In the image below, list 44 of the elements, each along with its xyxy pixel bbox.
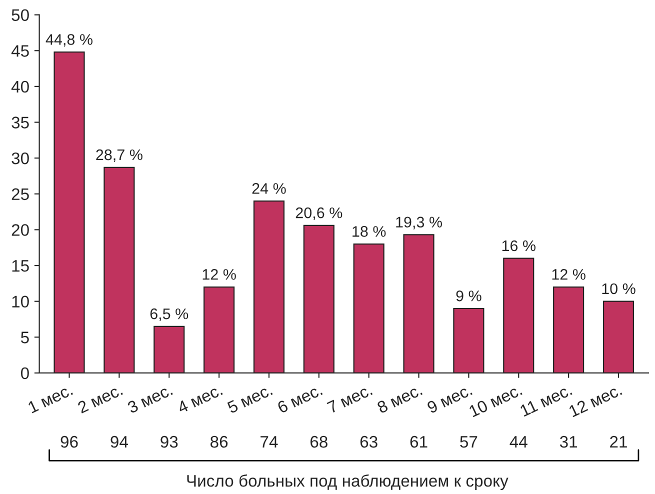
text: 21 bbox=[610, 436, 627, 448]
text: 93 bbox=[160, 436, 178, 448]
data-label: 18 % bbox=[352, 226, 386, 237]
x-tick-label: 2 мес. bbox=[77, 384, 123, 414]
data-label: 9 % bbox=[456, 290, 482, 302]
y-tick-label: 10 bbox=[12, 296, 29, 308]
x-tick-label: 4 мес. bbox=[176, 384, 223, 414]
y-tick-label: 25 bbox=[12, 188, 29, 200]
y-tick-label: 0 bbox=[20, 367, 29, 380]
data-label: 19,3 % bbox=[396, 216, 442, 230]
data-label: 20,6 % bbox=[296, 207, 342, 220]
data-label: 12 % bbox=[552, 269, 586, 280]
y-tick-label: 40 bbox=[11, 80, 29, 93]
text: 96 bbox=[60, 436, 78, 448]
text: 44 bbox=[510, 436, 528, 448]
x-tick-label: 3 мес. bbox=[126, 384, 173, 414]
x-tick-label: 1 мес. bbox=[28, 384, 74, 414]
y-tick-label: 5 bbox=[20, 332, 29, 344]
text: 31 bbox=[560, 436, 578, 448]
x-tick-label: 6 мес. bbox=[276, 384, 323, 414]
x-tick-label: 5 мес. bbox=[226, 384, 273, 414]
data-label: 6,5 % bbox=[150, 308, 188, 322]
data-label: 12 % bbox=[202, 269, 236, 280]
x-tick-label: 8 мес. bbox=[376, 384, 423, 414]
y-tick-label: 45 bbox=[11, 45, 29, 57]
y-tick-label: 50 bbox=[12, 9, 29, 22]
data-label: 24 % bbox=[252, 183, 286, 194]
x-tick-label: 7 мес. bbox=[326, 384, 373, 414]
y-tick-label: 15 bbox=[12, 260, 29, 272]
data-label: 16 % bbox=[502, 240, 536, 252]
data-label: 10 % bbox=[602, 283, 636, 294]
y-tick-label: 20 bbox=[12, 224, 29, 236]
y-tick-label: 35 bbox=[12, 116, 29, 128]
text: 74 bbox=[260, 436, 278, 448]
data-label: 44,8 % bbox=[46, 34, 92, 47]
text: 94 bbox=[110, 436, 128, 448]
y-tick-label: 30 bbox=[12, 152, 29, 164]
text: 63 bbox=[360, 436, 378, 448]
text: 68 bbox=[310, 436, 328, 448]
x-axis-title: Число больных под наблюдением к сроку bbox=[187, 474, 508, 490]
text: 61 bbox=[410, 436, 428, 448]
text: 86 bbox=[210, 436, 228, 448]
text: 57 bbox=[460, 436, 478, 448]
data-label: 28,7 % bbox=[96, 149, 142, 162]
